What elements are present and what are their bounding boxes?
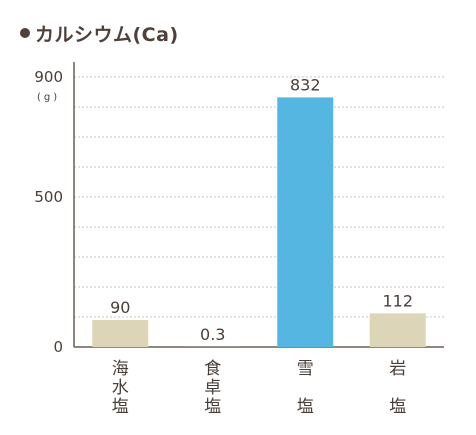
category-label-char: 海: [112, 359, 129, 379]
bar: [92, 320, 149, 347]
y-tick-labels: 0 500 900: [34, 68, 63, 356]
category-label-char: 岩: [389, 359, 406, 379]
y-tick-label: 500: [34, 188, 63, 206]
category-label-char: 食: [204, 359, 221, 379]
category-label-char: 塩: [297, 397, 314, 417]
bar: [369, 313, 426, 347]
y-tick-label: 900: [34, 68, 63, 86]
category-label-char: 雪: [297, 359, 314, 379]
chart-title-text: カルシウム(Ca): [35, 24, 179, 46]
y-tick-label: 0: [53, 338, 63, 356]
data-label: 90: [110, 298, 130, 317]
category-label-char: 塩: [204, 397, 221, 417]
y-unit-label: (g): [37, 92, 60, 103]
category-label-char: 水: [112, 378, 129, 398]
data-label: 112: [382, 291, 413, 310]
category-label-char: 卓: [204, 378, 221, 398]
gridlines: [74, 76, 444, 318]
chart-title: カルシウム(Ca): [20, 20, 179, 47]
data-label: 832: [290, 75, 321, 94]
category-label-char: 塩: [112, 397, 129, 417]
data-label: 0.3: [200, 325, 225, 344]
bar: [277, 97, 334, 348]
bullet-dot-icon: [20, 28, 30, 38]
data-labels: 90 0.3 832 112: [110, 75, 413, 344]
category-label-char: 塩: [389, 397, 406, 417]
bars: [92, 97, 426, 348]
